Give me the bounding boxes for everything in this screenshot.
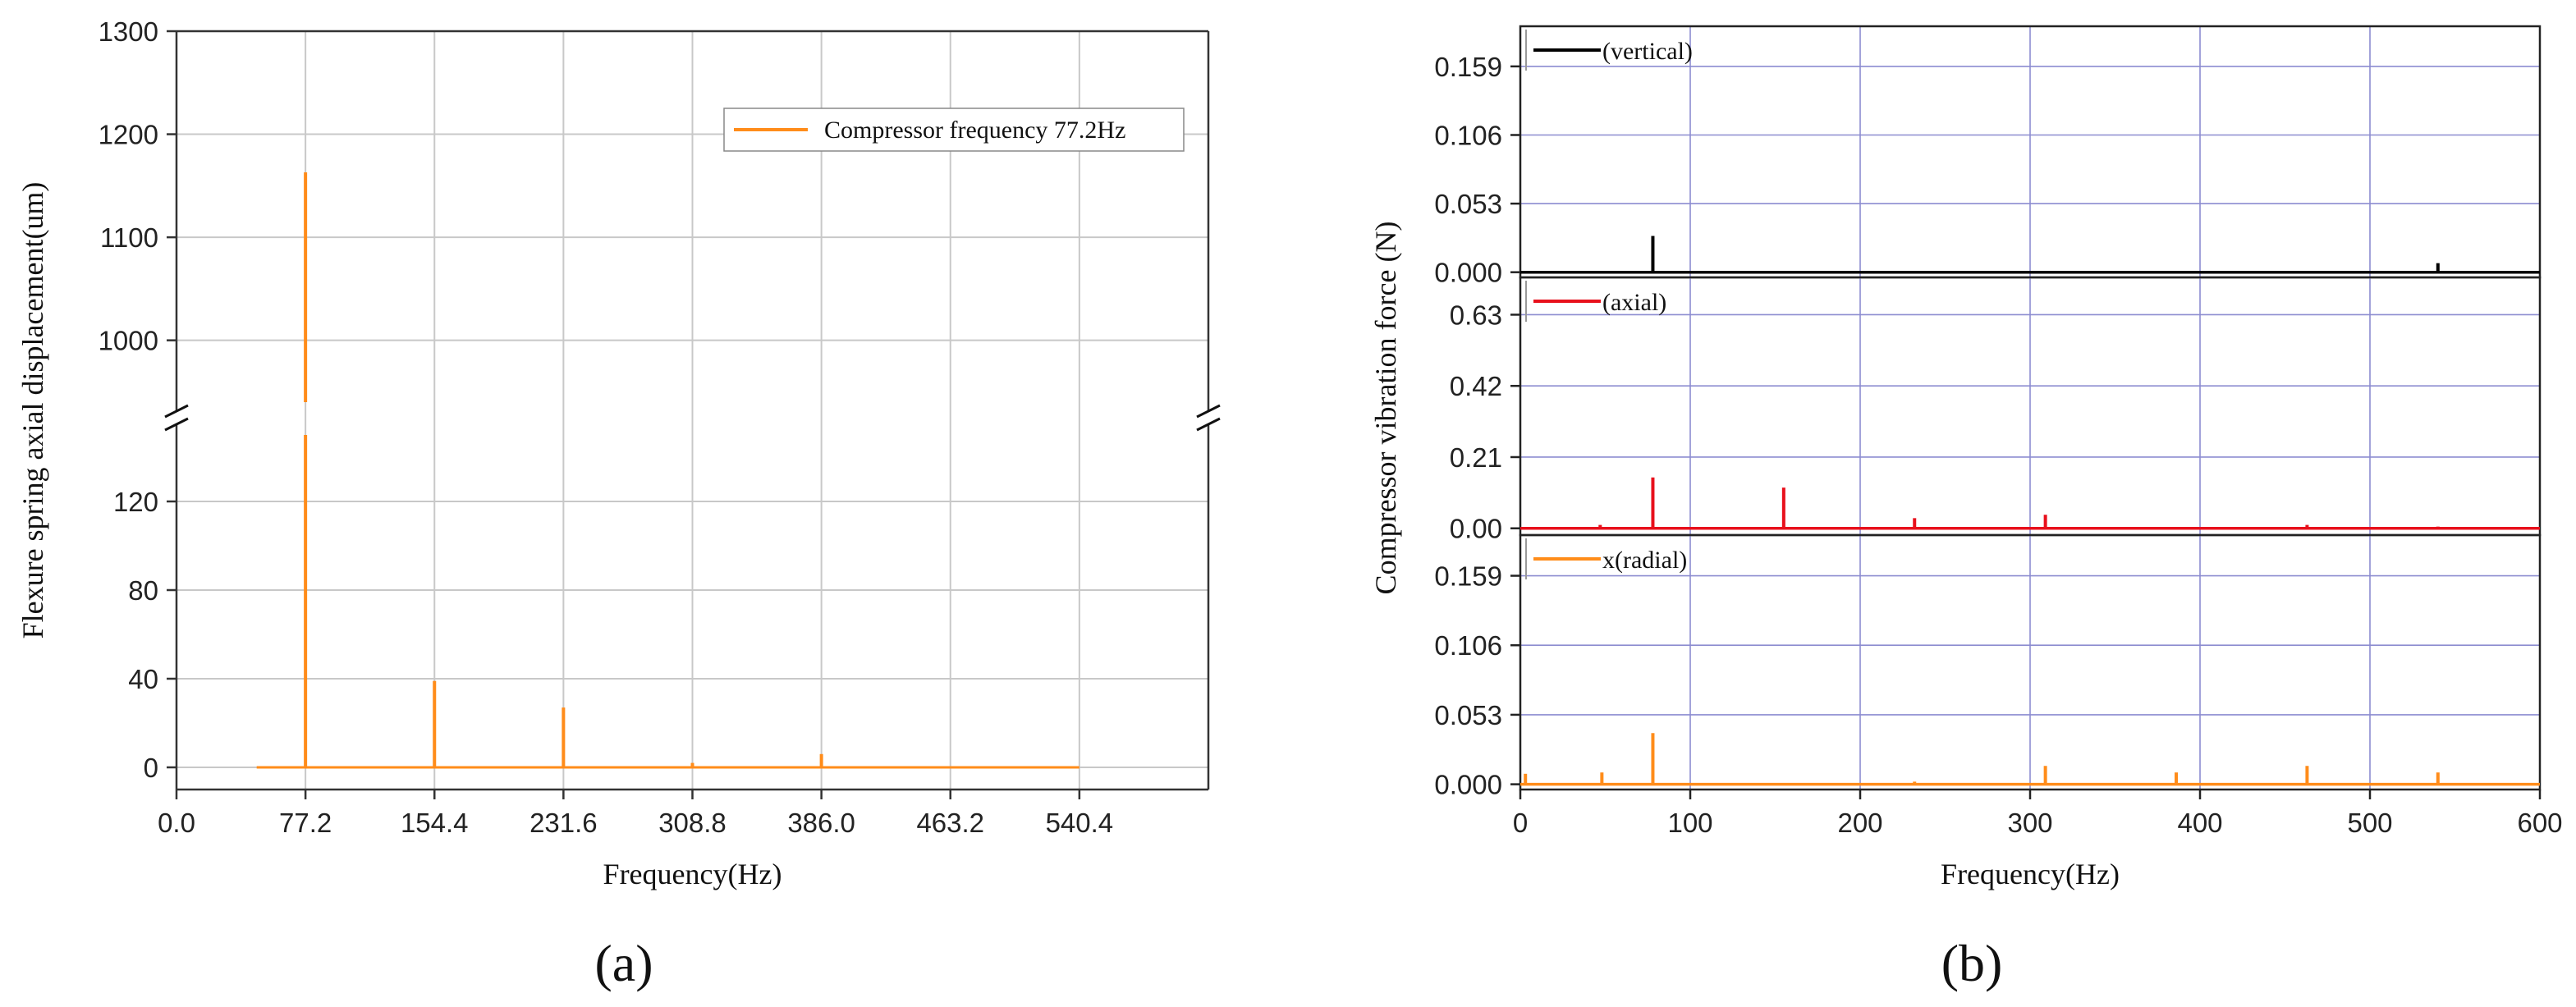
legend-box-edge <box>1525 30 1527 71</box>
y-tick-label: 0.106 <box>1434 120 1502 150</box>
x-tick-label: 77.2 <box>279 808 332 838</box>
x-tick-label: 600 <box>2517 808 2562 838</box>
y-tick-label: 0.000 <box>1434 770 1502 800</box>
y-tick-label: 1200 <box>99 120 158 150</box>
x-tick-label: 300 <box>2007 808 2052 838</box>
y-tick-label: 0.159 <box>1434 561 1502 592</box>
y-tick-label: 0.053 <box>1434 700 1502 730</box>
y-axis-title: Compressor vibration force (N) <box>1369 222 1402 595</box>
y-tick-label: 1100 <box>100 222 158 253</box>
y-axis-title: Flexure spring axial displacement(um) <box>16 182 49 639</box>
x-tick-label: 154.4 <box>401 808 469 838</box>
x-tick-label: 0 <box>1513 808 1528 838</box>
legend-box-edge <box>1525 538 1527 579</box>
x-tick-label: 463.2 <box>916 808 984 838</box>
x-tick-label: 0.0 <box>158 808 195 838</box>
x-tick-label: 500 <box>2347 808 2392 838</box>
legend-label: (vertical) <box>1602 38 1693 65</box>
y-tick-label: 0.159 <box>1434 52 1502 82</box>
x-tick-label: 386.0 <box>787 808 855 838</box>
panel-label-b: (b) <box>1941 934 2003 992</box>
x-tick-label: 100 <box>1667 808 1712 838</box>
y-tick-label: 80 <box>128 575 158 606</box>
x-tick-label: 400 <box>2177 808 2222 838</box>
y-tick-label: 0.21 <box>1450 442 1502 473</box>
y-tick-label: 0.053 <box>1434 189 1502 219</box>
x-tick-label: 231.6 <box>529 808 598 838</box>
x-axis-title: Frequency(Hz) <box>1941 858 2120 890</box>
x-axis-title: Frequency(Hz) <box>603 858 782 890</box>
y-tick-label: 0.106 <box>1434 630 1502 661</box>
x-tick-label: 200 <box>1837 808 1882 838</box>
y-tick-label: 120 <box>113 487 158 517</box>
legend-label: (axial) <box>1602 289 1666 316</box>
x-tick-label: 540.4 <box>1046 808 1114 838</box>
y-tick-label: 0 <box>144 753 158 783</box>
axis-break-mark <box>1196 404 1221 419</box>
legend-label: x(radial) <box>1602 547 1687 574</box>
panel-label-a: (a) <box>594 934 653 992</box>
legend-box-edge <box>1525 281 1527 322</box>
chart-b: 0.000 0.053 0.106 0.159 (vertical) 0.00 0.21 0.… <box>1369 25 2563 992</box>
y-tick-label: 1000 <box>99 326 158 356</box>
axis-break-mark <box>164 417 189 432</box>
y-tick-label: 0.00 <box>1450 514 1502 544</box>
chart-a: 0.0 77.2 154.4 231.6 308.8 386.0 463.2 540.4 100… <box>16 16 1221 992</box>
y-tick-label: 0.63 <box>1450 300 1502 330</box>
axis-break-mark <box>1196 417 1221 432</box>
legend-label: Compressor frequency 77.2Hz <box>824 117 1125 144</box>
x-tick-label: 308.8 <box>658 808 727 838</box>
y-tick-label: 0.000 <box>1434 258 1502 288</box>
y-tick-label: 40 <box>128 664 158 694</box>
axis-break-mark <box>164 404 189 419</box>
y-tick-label: 1300 <box>99 16 158 47</box>
y-tick-label: 0.42 <box>1450 371 1502 401</box>
